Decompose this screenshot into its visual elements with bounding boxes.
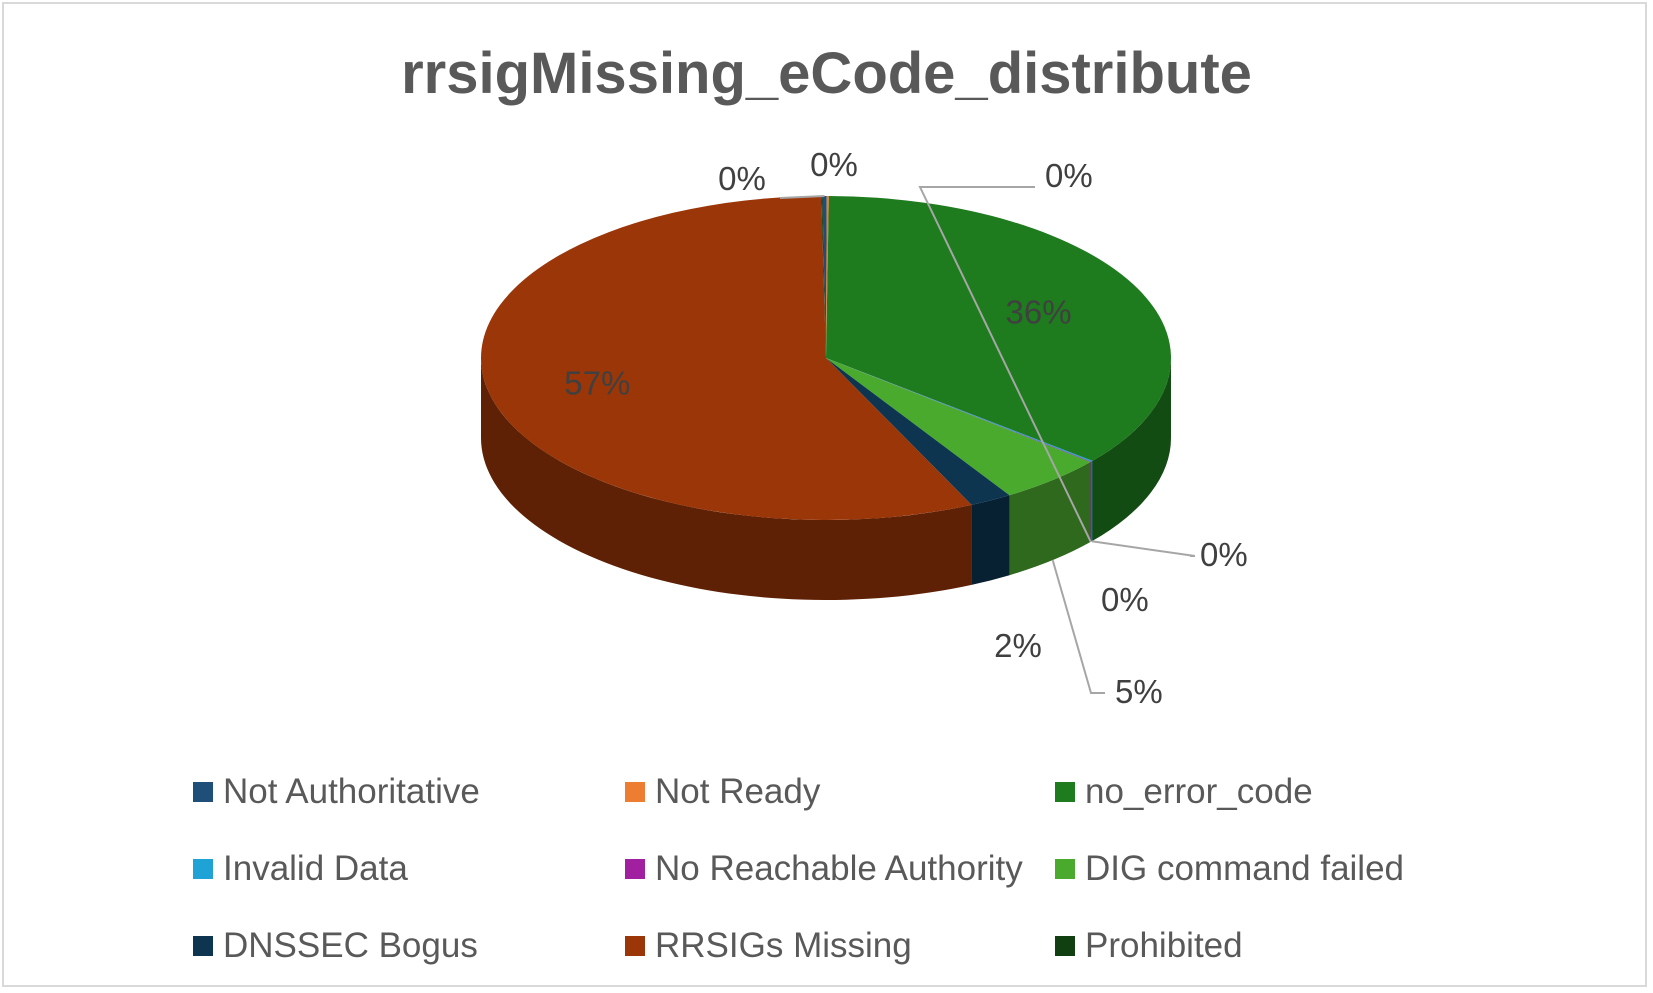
data-label-no-error-code: 36% bbox=[1006, 293, 1072, 330]
pie-slice-invalid-data bbox=[826, 358, 1093, 462]
legend-swatch bbox=[1055, 781, 1075, 802]
data-label-not-authoritative: 0% bbox=[718, 160, 766, 197]
data-label-dig-command-failed: 5% bbox=[1115, 673, 1163, 710]
legend-swatch bbox=[1055, 858, 1075, 879]
legend-item-no-reachable-authority: No Reachable Authority bbox=[625, 830, 1055, 907]
legend-swatch bbox=[625, 935, 645, 956]
pie-side-dnssec-bogus bbox=[971, 495, 1010, 585]
legend-label: RRSIGs Missing bbox=[655, 925, 912, 965]
legend-item-no-error-code: no_error_code bbox=[1055, 753, 1495, 830]
legend-item-dig-command-failed: DIG command failed bbox=[1055, 830, 1495, 907]
data-label-dnssec-bogus: 2% bbox=[994, 627, 1042, 664]
legend-label: no_error_code bbox=[1085, 771, 1313, 811]
legend-label: Not Authoritative bbox=[223, 771, 480, 811]
legend-item-not-ready: Not Ready bbox=[625, 753, 1055, 830]
data-label-rrsigs-missing: 57% bbox=[564, 365, 630, 402]
data-label-prohibited: 0% bbox=[1101, 581, 1149, 618]
leader-line-no-reachable-authority bbox=[918, 186, 1092, 543]
pie-slice-dnssec-bogus bbox=[826, 358, 1010, 505]
chart-legend: Not Authoritative Not Ready no_error_code I… bbox=[193, 753, 1493, 983]
pie-side-dig-command-failed bbox=[1009, 462, 1091, 576]
legend-label: Not Ready bbox=[655, 771, 821, 811]
pie-slice-prohibited bbox=[821, 196, 826, 358]
pie-side-rrsigs-missing bbox=[481, 358, 972, 601]
legend-label: DIG command failed bbox=[1085, 848, 1405, 888]
legend-label: Prohibited bbox=[1085, 925, 1243, 965]
pie-slice-not-authoritative bbox=[822, 196, 827, 358]
pie-slice-dig-command-failed bbox=[826, 358, 1091, 496]
legend-item-not-authoritative: Not Authoritative bbox=[193, 753, 625, 830]
pie-side-no-error-code bbox=[1092, 358, 1171, 541]
data-label-not-ready: 0% bbox=[810, 146, 858, 183]
data-label-invalid-data: 0% bbox=[1200, 536, 1248, 573]
leader-line-dig-command-failed bbox=[1051, 559, 1105, 694]
legend-label: No Reachable Authority bbox=[655, 848, 1023, 888]
legend-item-rrsigs-missing: RRSIGs Missing bbox=[625, 907, 1055, 984]
pie-slice-not-ready bbox=[826, 196, 829, 358]
chart-title: rrsigMissing_eCode_distribute bbox=[401, 41, 1252, 106]
legend-label: DNSSEC Bogus bbox=[223, 925, 478, 965]
legend-swatch bbox=[193, 781, 213, 802]
legend-swatch bbox=[193, 858, 213, 879]
legend-swatch bbox=[625, 781, 645, 802]
pie-slice-rrsigs-missing bbox=[481, 196, 972, 520]
legend-item-invalid-data: Invalid Data bbox=[193, 830, 625, 907]
legend-item-dnssec-bogus: DNSSEC Bogus bbox=[193, 907, 625, 984]
legend-label: Invalid Data bbox=[223, 848, 408, 888]
legend-swatch bbox=[625, 858, 645, 879]
pie-side-invalid-data bbox=[1091, 460, 1093, 542]
pie-slice-no-reachable-authority bbox=[826, 358, 1092, 463]
data-label-no-reachable-authority: 0% bbox=[1045, 157, 1093, 194]
leader-line-not-authoritative bbox=[779, 195, 825, 199]
pie-slice-no-error-code bbox=[826, 196, 1172, 461]
legend-swatch bbox=[193, 935, 213, 956]
leader-line-invalid-data bbox=[1091, 540, 1196, 557]
legend-item-prohibited: Prohibited bbox=[1055, 907, 1495, 984]
legend-swatch bbox=[1055, 935, 1075, 956]
pie-side-no-reachable-authority bbox=[1090, 461, 1092, 543]
